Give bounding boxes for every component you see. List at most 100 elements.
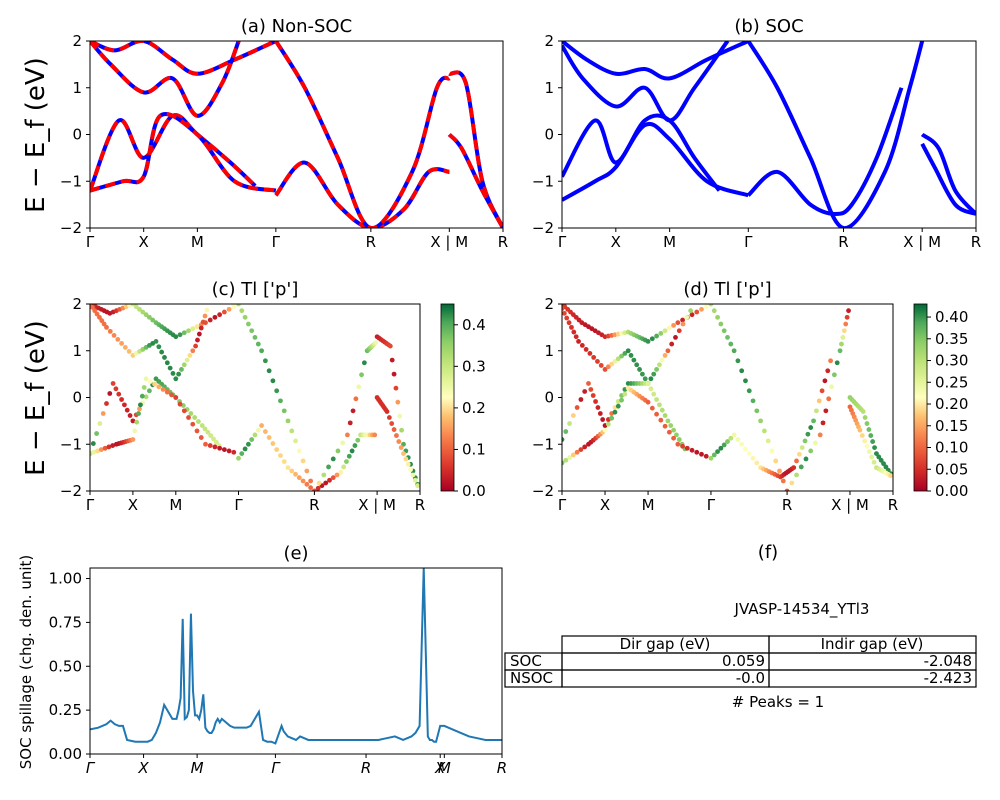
projection-point [236, 455, 241, 461]
band-line-spin-up [448, 70, 503, 228]
projection-point [665, 418, 671, 424]
table-row-soc-label: SOC [510, 652, 542, 670]
projection-point [654, 367, 659, 372]
projection-point [193, 343, 199, 349]
x-tick-label: R [838, 233, 848, 251]
projection-point [684, 314, 690, 320]
projection-point [576, 339, 581, 344]
projection-point [841, 328, 847, 334]
projection-point [860, 409, 866, 414]
projection-point [857, 427, 863, 433]
projection-point [266, 435, 272, 440]
projection-point [645, 381, 651, 386]
projection-point [791, 465, 797, 471]
projection-point [204, 307, 210, 313]
projection-point [266, 368, 272, 374]
projection-point [562, 437, 565, 442]
projection-point [731, 348, 737, 354]
projection-point [731, 432, 737, 438]
plot-area [562, 41, 976, 228]
projection-point [102, 445, 108, 451]
projection-point [802, 438, 808, 444]
projection-point [587, 351, 593, 356]
projection-point [143, 312, 149, 318]
panel-title: (d) Tl ['p'] [683, 279, 771, 300]
projection-point [789, 480, 795, 486]
projection-point [396, 439, 402, 444]
projection-point [141, 385, 147, 390]
projection-point [389, 357, 395, 363]
projection-point [246, 441, 251, 447]
projection-point [648, 386, 654, 392]
projection-point [591, 355, 597, 360]
table-row-nsoc-indir-cell [768, 669, 977, 688]
projection-point [356, 384, 362, 390]
projection-point [160, 387, 166, 392]
projection-point [811, 418, 816, 424]
projection-point [231, 449, 237, 455]
y-tick-label: 0.50 [49, 657, 82, 675]
x-tick-label: X | M [358, 496, 396, 514]
table-row-nsoc-indir: -2.423 [924, 669, 972, 687]
projection-point [147, 314, 152, 320]
projection-point [384, 409, 390, 414]
table-row-soc-indir: -2.048 [924, 652, 972, 670]
projection-point [188, 411, 194, 416]
projection-point [758, 418, 763, 424]
projection-point [754, 408, 760, 414]
projection-point [231, 304, 237, 310]
projection-point [164, 360, 170, 366]
projection-point [844, 314, 850, 320]
projection-point [583, 347, 589, 352]
projection-point [300, 478, 306, 484]
projection-point [187, 353, 193, 358]
projection-point [840, 334, 846, 340]
projection-point [689, 312, 695, 318]
projection-point [750, 398, 756, 404]
projection-point [296, 475, 302, 481]
projection-point [648, 376, 654, 382]
x-tick-label: X [128, 496, 138, 514]
projection-point [654, 411, 659, 417]
projection-point [657, 402, 662, 408]
panel-title: (c) Tl ['p'] [212, 279, 299, 300]
colorbar-tick-label: 0.30 [935, 352, 968, 370]
projection-point [870, 439, 876, 444]
projection-point [803, 456, 809, 462]
projection-point [651, 371, 657, 377]
projection-point [281, 459, 287, 465]
projection-point [143, 394, 149, 400]
projection-point [615, 403, 621, 409]
projection-point [252, 432, 258, 438]
projection-point [289, 468, 295, 474]
projection-point [784, 488, 790, 491]
projection-point [226, 306, 232, 312]
projection-point [212, 314, 218, 320]
projection-point [100, 411, 106, 416]
projection-point [304, 481, 310, 487]
projection-point [588, 387, 594, 392]
projection-point [259, 423, 264, 428]
projection-point [773, 458, 779, 464]
spillage-line [90, 568, 502, 745]
projection-point [671, 322, 676, 328]
projection-point [285, 465, 291, 471]
projection-point [708, 455, 714, 461]
projection-point [167, 365, 173, 371]
projection-point [718, 445, 724, 451]
projection-point [874, 451, 879, 456]
x-tick-label: Γ [271, 759, 281, 777]
projection-point [675, 441, 681, 447]
projection-point [593, 399, 598, 404]
projection-point [134, 419, 140, 425]
projection-point [181, 330, 187, 336]
projection-point [213, 439, 219, 445]
projection-point [246, 321, 251, 327]
projection-point [133, 304, 139, 310]
projection-point [353, 396, 359, 402]
projection-point [340, 440, 346, 446]
projection-point [567, 421, 572, 426]
projection-point [150, 317, 156, 323]
band-line-soc [562, 41, 730, 123]
